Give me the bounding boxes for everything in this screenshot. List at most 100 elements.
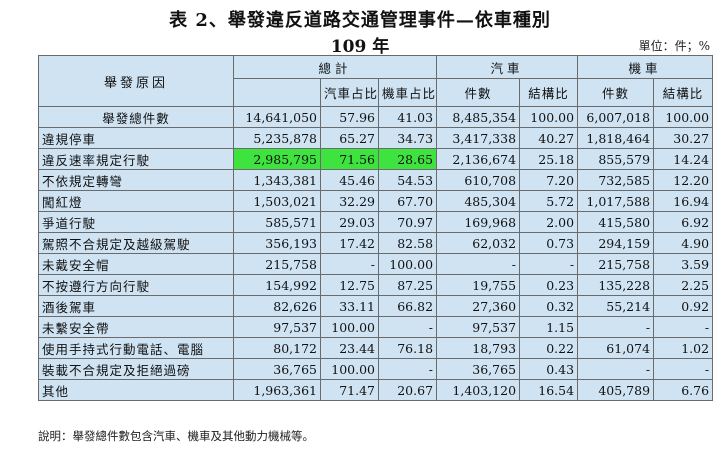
table-cell: 1,403,120	[436, 379, 521, 401]
table-cell: 12.20	[653, 169, 714, 191]
table-cell: -	[377, 358, 438, 380]
table-cell: 20.67	[377, 379, 438, 401]
table-cell: 45.46	[320, 169, 379, 191]
row-label: 不按遵行方向行駛	[38, 274, 234, 296]
table-cell: 1,343,381	[233, 169, 321, 191]
row-label: 違反速率規定行駛	[38, 148, 234, 170]
table-cell: 19,755	[436, 274, 521, 296]
subheader-total-count	[233, 78, 321, 107]
table-cell: 40.27	[519, 127, 579, 149]
table-cell: 36,765	[436, 358, 521, 380]
unit-label: 單位：件；%	[638, 39, 710, 53]
table-cell: 1,963,361	[233, 379, 321, 401]
table-row: 酒後駕車 82,626 33.11 66.82 27,360 0.32 55,214 0.92	[38, 295, 714, 317]
table-cell: 8,485,354	[436, 106, 521, 128]
table-cell: 1.02	[653, 337, 714, 359]
table-row: 不依規定轉彎 1,343,381 45.46 54.53 610,708 7.20 732,…	[38, 169, 714, 191]
table-cell: 0.73	[519, 232, 579, 254]
table-title: 表 2、舉發違反道路交通管理事件—依車種別	[169, 10, 551, 31]
table-row: 違反速率規定行駛 2,985,795 71.56 28.65 2,136,674 25.1…	[38, 148, 714, 170]
table-cell: 62,032	[436, 232, 521, 254]
table-cell: 61,074	[577, 337, 655, 359]
table-row: 舉發總件數 14,641,050 57.96 41.03 8,485,354 100.00…	[38, 106, 714, 128]
table-row: 裝載不合規定及拒絕過磅 36,765 100.00-36,765 0.43- -	[38, 358, 714, 380]
row-label: 闖紅燈	[38, 190, 234, 212]
group-header-car: 汽車	[436, 55, 579, 79]
table-cell: 154,992	[233, 274, 321, 296]
table-cell: 6.92	[653, 211, 714, 233]
table-cell: 4.90	[653, 232, 714, 254]
table-cell: 36,765	[233, 358, 321, 380]
table-cell: 215,758	[577, 253, 655, 275]
footnote: 說明：舉發總件數包含汽車、機車及其他動力機械等。	[38, 429, 314, 443]
table-cell: -	[577, 358, 655, 380]
row-label: 不依規定轉彎	[38, 169, 234, 191]
table-cell: -	[653, 358, 714, 380]
table-cell: 7.20	[519, 169, 579, 191]
table-cell: -	[436, 253, 521, 275]
table-cell: 0.22	[519, 337, 579, 359]
row-label: 未繫安全帶	[38, 316, 234, 338]
table-cell: 17.42	[320, 232, 379, 254]
table-cell: 3.59	[653, 253, 714, 275]
group-header-total: 總計	[232, 55, 438, 79]
table-cell: 2,136,674	[436, 148, 521, 170]
row-label: 其他	[38, 379, 234, 401]
table-cell: 97,537	[233, 316, 321, 338]
table-cell: 585,571	[233, 211, 321, 233]
table-cell: 18,793	[436, 337, 521, 359]
table-cell: 66.82	[377, 295, 438, 317]
table-cell: 55,214	[577, 295, 655, 317]
table-cell: 2.00	[519, 211, 579, 233]
table-cell: 405,789	[577, 379, 655, 401]
table-cell: 97,537	[436, 316, 521, 338]
table-cell: 82,626	[233, 295, 321, 317]
table-cell: 65.27	[320, 127, 379, 149]
table-cell: 0.43	[519, 358, 579, 380]
table-cell: 30.27	[653, 127, 714, 149]
table-cell: 1,503,021	[233, 190, 321, 212]
table-cell: 100.00	[519, 106, 579, 128]
table-cell: 80,172	[233, 337, 321, 359]
table-cell: 34.73	[377, 127, 438, 149]
table-row: 其他 1,963,361 71.47 20.67 1,403,120 16.54 405,7…	[38, 379, 714, 401]
table-cell: 169,968	[436, 211, 521, 233]
table-cell: 29.03	[320, 211, 379, 233]
subheader-car-count: 件數	[436, 78, 521, 107]
table-cell: 6.76	[653, 379, 714, 401]
table-cell: 41.03	[377, 106, 438, 128]
row-label: 爭道行駛	[38, 211, 234, 233]
subheader-motorcycle-share: 機車占比	[377, 78, 438, 107]
table-row: 違規停車 5,235,878 65.27 34.73 3,417,338 40.27 1,8…	[38, 127, 714, 149]
table-row: 使用手持式行動電話、電腦 80,172 23.44 76.18 18,793 0.22 61…	[38, 337, 714, 359]
table-cell: 215,758	[233, 253, 321, 275]
table-cell: 415,580	[577, 211, 655, 233]
row-label: 酒後駕車	[38, 295, 234, 317]
table-cell: 67.70	[377, 190, 438, 212]
table-cell: -	[653, 316, 714, 338]
row-label: 未戴安全帽	[38, 253, 234, 275]
cause-header: 舉發原因	[38, 55, 234, 107]
table-cell: 16.54	[519, 379, 579, 401]
table-cell: 14.24	[653, 148, 714, 170]
table-cell: 54.53	[377, 169, 438, 191]
subheader-motorcycle-structure: 結構比	[653, 78, 714, 107]
table-cell: 135,228	[577, 274, 655, 296]
table-cell: 57.96	[320, 106, 379, 128]
table-cell: 0.23	[519, 274, 579, 296]
group-header-motorcycle: 機車	[577, 55, 714, 79]
table-cell: 12.75	[320, 274, 379, 296]
table-cell: -	[377, 316, 438, 338]
subheader-motorcycle-count: 件數	[577, 78, 655, 107]
table-cell: 0.32	[519, 295, 579, 317]
row-label: 裝載不合規定及拒絕過磅	[38, 358, 234, 380]
table-cell: 16.94	[653, 190, 714, 212]
table-cell: 25.18	[519, 148, 579, 170]
table-year: 109 年	[330, 37, 390, 57]
table-cell: -	[577, 316, 655, 338]
table-cell: 732,585	[577, 169, 655, 191]
table-body: 舉發總件數 14,641,050 57.96 41.03 8,485,354 100.00…	[38, 106, 714, 401]
table-cell: 5.72	[519, 190, 579, 212]
table-cell: 1,818,464	[577, 127, 655, 149]
subheader-car-structure: 結構比	[519, 78, 579, 107]
